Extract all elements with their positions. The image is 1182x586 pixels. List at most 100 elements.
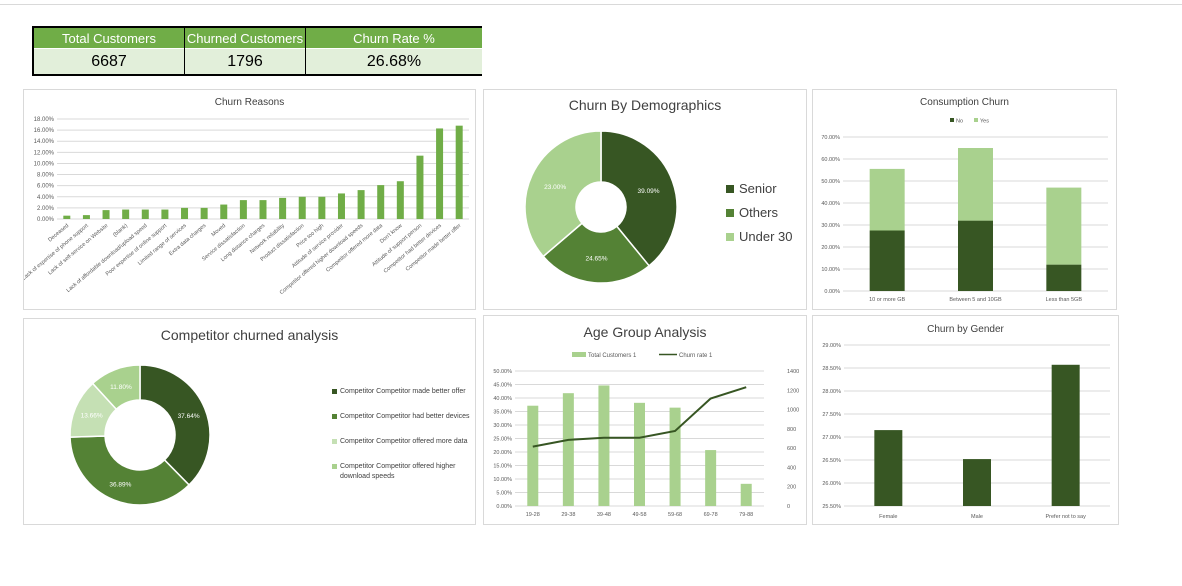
y-tick-label: 50.00% [821,179,840,185]
stacked-bar-segment [869,168,905,231]
kpi-value: 26.68% [306,49,482,74]
y-tick-label: 28.00% [822,389,841,395]
y-tick-label: 14.00% [34,139,55,145]
slice-label: 36.89% [109,482,131,489]
bar [634,402,645,506]
kpi-churned-customers: Churned Customers 1796 [185,28,306,74]
legend-label: No [956,119,963,125]
bar [337,193,345,219]
bar [598,385,610,506]
legend-swatch [332,464,337,469]
stacked-bar-segment [958,148,993,221]
demographics-plot: 39.09% 24.65% 23.00% [524,130,678,284]
bar [874,430,903,506]
y2-tick-label: 1400 [787,369,799,375]
bar [220,204,228,219]
x-tick-label: (blank) [112,223,129,239]
y-tick-label: 16.00% [34,128,55,134]
y-tick-label: 27.50% [822,412,841,418]
chart-title: Age Group Analysis [583,324,707,340]
y-tick-label: 10.00% [821,267,840,273]
gender-plot: 25.50% 26.00% 26.50% 27.00% 27.50% 28.00% 28.5… [822,343,1110,520]
consumption-chart[interactable]: Consumption Churn 0.00% 10.00% 20.00% 30.00… [812,89,1117,310]
legend-label: Churn rate 1 [679,353,713,359]
y2-tick-label: 0 [787,504,790,510]
bar [259,200,267,219]
y2-tick-label: 1000 [787,408,799,414]
pie-slice [524,130,602,258]
churn-reasons-chart[interactable]: Churn Reasons 0.00% 2.00% 4.00% 6.00% 8.00% 1… [23,89,476,310]
legend-swatch [332,414,337,419]
y-tick-label: 60.00% [821,157,840,163]
legend-label: Competitor Competitor made better offer [340,388,466,395]
bar [181,207,189,219]
legend-swatch [572,352,586,357]
y2-tick-label: 200 [787,485,796,491]
legend-swatch [950,118,954,122]
y-tick-label: 0.00% [37,217,55,223]
legend-item: Competitor Competitor offered higher dow… [332,462,472,482]
legend-label: Yes [980,119,989,125]
legend-label: Competitor Competitor offered higher dow… [340,463,456,480]
x-tick-label: Prefer not to say [1045,514,1086,520]
kpi-label: Churn Rate % [306,28,482,49]
y-tick-label: 12.00% [34,150,55,156]
legend-swatch [726,185,734,193]
bar [705,450,717,506]
x-tick-label: 10 or more GB [869,297,905,303]
pie-slice [69,435,191,506]
bar [377,185,385,219]
y-tick-label: 40.00% [821,201,840,207]
bar [416,155,424,219]
y-tick-label: 10.00% [493,477,512,483]
legend-swatch [974,118,978,122]
stacked-bar-segment [958,220,993,291]
y-tick-label: 25.50% [822,504,841,510]
bar [1051,364,1080,506]
x-tick-label: Female [879,514,897,520]
competitor-plot: 37.64% 36.89% 13.66% 11.80% [69,364,211,506]
slice-label: 37.64% [178,413,200,420]
legend-item: Under 30 [726,229,792,244]
slice-label: 13.66% [81,413,103,420]
pie-slice [91,364,141,411]
x-tick-label: 49-58 [632,512,646,518]
bar [357,190,365,219]
y2-tick-label: 1200 [787,388,799,394]
pie-slice [139,364,211,486]
slice-label: 23.00% [544,184,566,191]
y-tick-label: 15.00% [493,464,512,470]
bar [740,483,752,506]
demographics-chart[interactable]: Churn By Demographics 39.09% 24.65% 23.00%… [483,89,807,310]
kpi-table: Total Customers 6687 Churned Customers 1… [32,26,482,76]
kpi-label: Total Customers [34,28,184,49]
legend-swatch [332,389,337,394]
bar [102,210,110,219]
y2-tick-label: 400 [787,465,796,471]
y-tick-label: 8.00% [37,173,55,179]
churn-reasons-plot: 0.00% 2.00% 4.00% 6.00% 8.00% 10.00% 12.00% 14.… [24,117,469,296]
bar [963,459,991,506]
bar [527,405,539,506]
y-tick-label: 70.00% [821,135,840,141]
y-tick-label: 25.00% [493,437,512,443]
x-tick-label: 79-88 [739,512,753,518]
bar [455,125,463,219]
churn-rate-line [532,386,747,448]
y-tick-label: 26.00% [822,481,841,487]
consumption-plot: 0.00% 10.00% 20.00% 30.00% 40.00% 50.00% 60.00… [821,118,1108,303]
legend-label: Under 30 [739,229,793,244]
age-group-chart[interactable]: Age Group Analysis 0.00% 5.00% 10.00% 15.00… [483,315,807,525]
chart-title: Churn by Gender [927,324,1004,335]
slice-label: 11.80% [110,384,132,391]
competitor-chart[interactable]: Competitor churned analysis 37.64% 36.89%… [23,318,476,525]
y-tick-label: 20.00% [493,450,512,456]
bar [436,128,444,219]
bar [396,181,404,219]
legend-label: Total Customers 1 [588,353,637,359]
y-tick-label: 35.00% [493,410,512,416]
y-tick-label: 4.00% [37,195,55,201]
gender-chart[interactable]: Churn by Gender 25.50% 26.00% 26.50% 27.00%… [812,315,1119,525]
legend-item: Competitor Competitor made better offer [332,387,472,397]
y-tick-label: 40.00% [493,396,512,402]
